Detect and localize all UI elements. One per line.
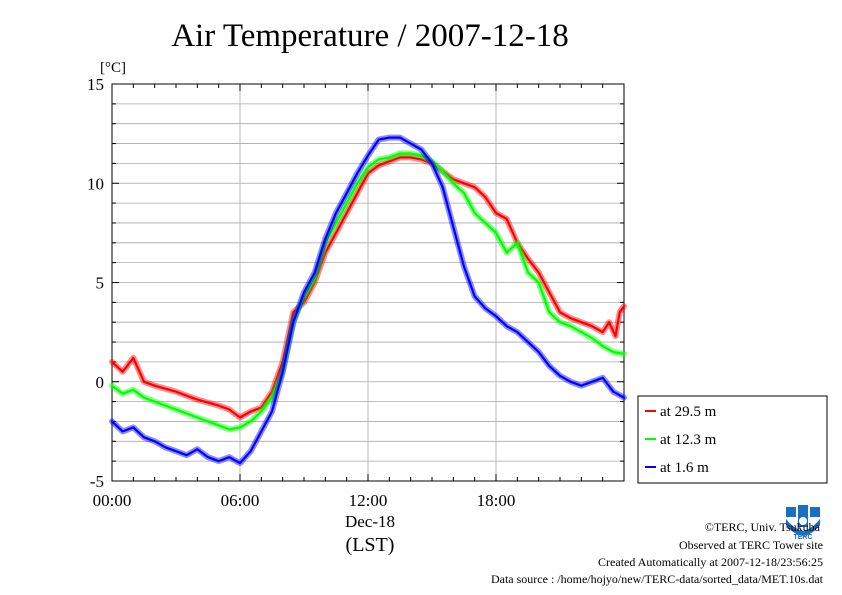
y-tick-label: -5 — [90, 472, 104, 491]
x-tick-label: 18:00 — [477, 491, 516, 510]
x-axis-label: Dec-18 — [345, 512, 395, 531]
x-axis: 00:00 06:00 12:00 18:00 — [93, 84, 625, 510]
series-line-1 — [110, 152, 626, 431]
logo-text: TERC — [793, 534, 812, 541]
x-tick-label: 06:00 — [221, 491, 260, 510]
y-tick-label: 10 — [87, 174, 104, 193]
observed-text: Observed at TERC Tower site — [679, 538, 823, 552]
legend-label-1: at 12.3 m — [660, 432, 717, 448]
terc-logo: TERC — [784, 503, 822, 541]
y-tick-label: 15 — [87, 75, 104, 94]
chart-title: Air Temperature / 2007-12-18 — [171, 18, 569, 54]
x-tick-label: 12:00 — [349, 491, 388, 510]
y-axis-label: [°C] — [100, 60, 126, 76]
legend-label-2: at 1.6 m — [660, 460, 709, 476]
y-tick-label: 5 — [96, 274, 105, 293]
source-text: Data source : /home/hojyo/new/TERC-data/… — [491, 572, 824, 586]
legend-box — [637, 395, 828, 484]
x-tick-label: 00:00 — [93, 491, 132, 510]
series-group — [109, 134, 627, 467]
y-tick-label: 0 — [96, 373, 105, 392]
legend: at 29.5 m at 12.3 m at 1.6 m — [637, 395, 828, 484]
series-line-2 — [110, 136, 626, 465]
y-axis: 15 10 5 0 -5 — [87, 75, 624, 491]
copyright-text: ©TERC, Univ. Tsukuba — [705, 520, 821, 534]
grid-lines — [112, 84, 624, 481]
legend-label-0: at 29.5 m — [660, 404, 717, 420]
x-axis-unit-label: (LST) — [346, 534, 395, 556]
series-line-0 — [110, 156, 626, 419]
created-text: Created Automatically at 2007-12-18/23:5… — [598, 555, 823, 569]
